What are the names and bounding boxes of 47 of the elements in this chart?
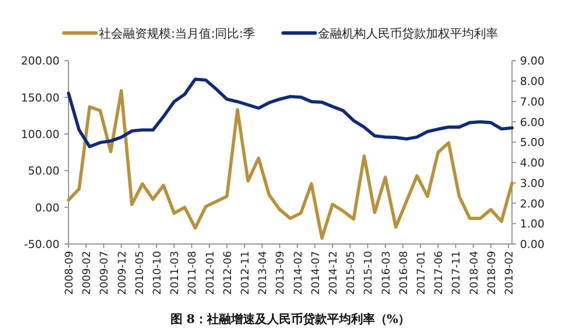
x-tick-label: 2015-05 bbox=[345, 251, 358, 295]
legend-label: 社会融资规模:当月值:同比:季 bbox=[99, 26, 256, 40]
y-tick-label: 0.00 bbox=[35, 201, 60, 214]
x-tick-label: 2015-10 bbox=[362, 251, 375, 295]
x-tick-label: 2012-01 bbox=[204, 251, 216, 295]
y-tick-label: 100.00 bbox=[21, 128, 60, 142]
line-series bbox=[66, 78, 514, 148]
x-tick-label: 2018-09 bbox=[486, 251, 498, 295]
x-tick-label: 2010-05 bbox=[134, 251, 146, 295]
y2-tick-label: 8.00 bbox=[520, 75, 544, 88]
x-tick-label: 2017-06 bbox=[433, 250, 446, 295]
x-tick-label: 2011-08 bbox=[186, 251, 199, 295]
x-tick-label: 2018-04 bbox=[468, 250, 480, 295]
x-tick-label: 2012-11 bbox=[239, 251, 252, 295]
x-tick-label: 2013-04 bbox=[257, 250, 270, 295]
legend-label: 金融机构人民币贷款加权平均利率 bbox=[318, 26, 498, 40]
y-tick-label: 150.00 bbox=[21, 91, 60, 104]
x-tick-label: 2016-08 bbox=[398, 251, 410, 295]
x-tick-label: 2017-11 bbox=[450, 251, 463, 295]
y2-tick-label: 6.00 bbox=[520, 116, 544, 129]
x-tick-label: 2013-09 bbox=[274, 251, 287, 295]
x-tick-label: 2014-07 bbox=[310, 251, 322, 295]
x-tick-label: 2012-06 bbox=[222, 250, 234, 295]
y2-tick-label: 1.00 bbox=[520, 218, 544, 231]
line-series bbox=[66, 89, 514, 240]
x-tick-label: 2008-09 bbox=[64, 251, 76, 295]
x-tick-label: 2014-02 bbox=[292, 251, 304, 295]
x-tick-label: 2011-03 bbox=[169, 251, 182, 295]
y2-tick-label: 4.00 bbox=[520, 156, 544, 170]
x-tick-label: 2010-10 bbox=[151, 251, 164, 295]
y2-tick-label: 9.00 bbox=[520, 54, 544, 68]
y2-tick-label: 5.00 bbox=[520, 136, 544, 150]
y2-tick-label: 3.00 bbox=[520, 176, 544, 190]
x-tick-label: 2009-07 bbox=[98, 251, 111, 295]
x-tick-label: 2016-03 bbox=[380, 251, 392, 295]
x-tick-label: 2019-02 bbox=[503, 251, 516, 295]
x-tick-label: 2017-01 bbox=[415, 251, 428, 295]
x-tick-label: 2009-02 bbox=[81, 251, 94, 295]
y-tick-label: 200.00 bbox=[21, 54, 60, 68]
y2-tick-label: 2.00 bbox=[520, 197, 544, 210]
y2-tick-label: 7.00 bbox=[520, 95, 544, 108]
y-tick-label: 50.00 bbox=[28, 164, 60, 178]
y-tick-label: -50.00 bbox=[24, 238, 60, 251]
y2-tick-label: 0.00 bbox=[520, 238, 544, 251]
x-tick-label: 2014-12 bbox=[327, 251, 340, 295]
caption: 图 8：社融增速及人民币贷款平均利率（%） bbox=[170, 312, 410, 326]
x-tick-label: 2009-12 bbox=[116, 251, 128, 295]
